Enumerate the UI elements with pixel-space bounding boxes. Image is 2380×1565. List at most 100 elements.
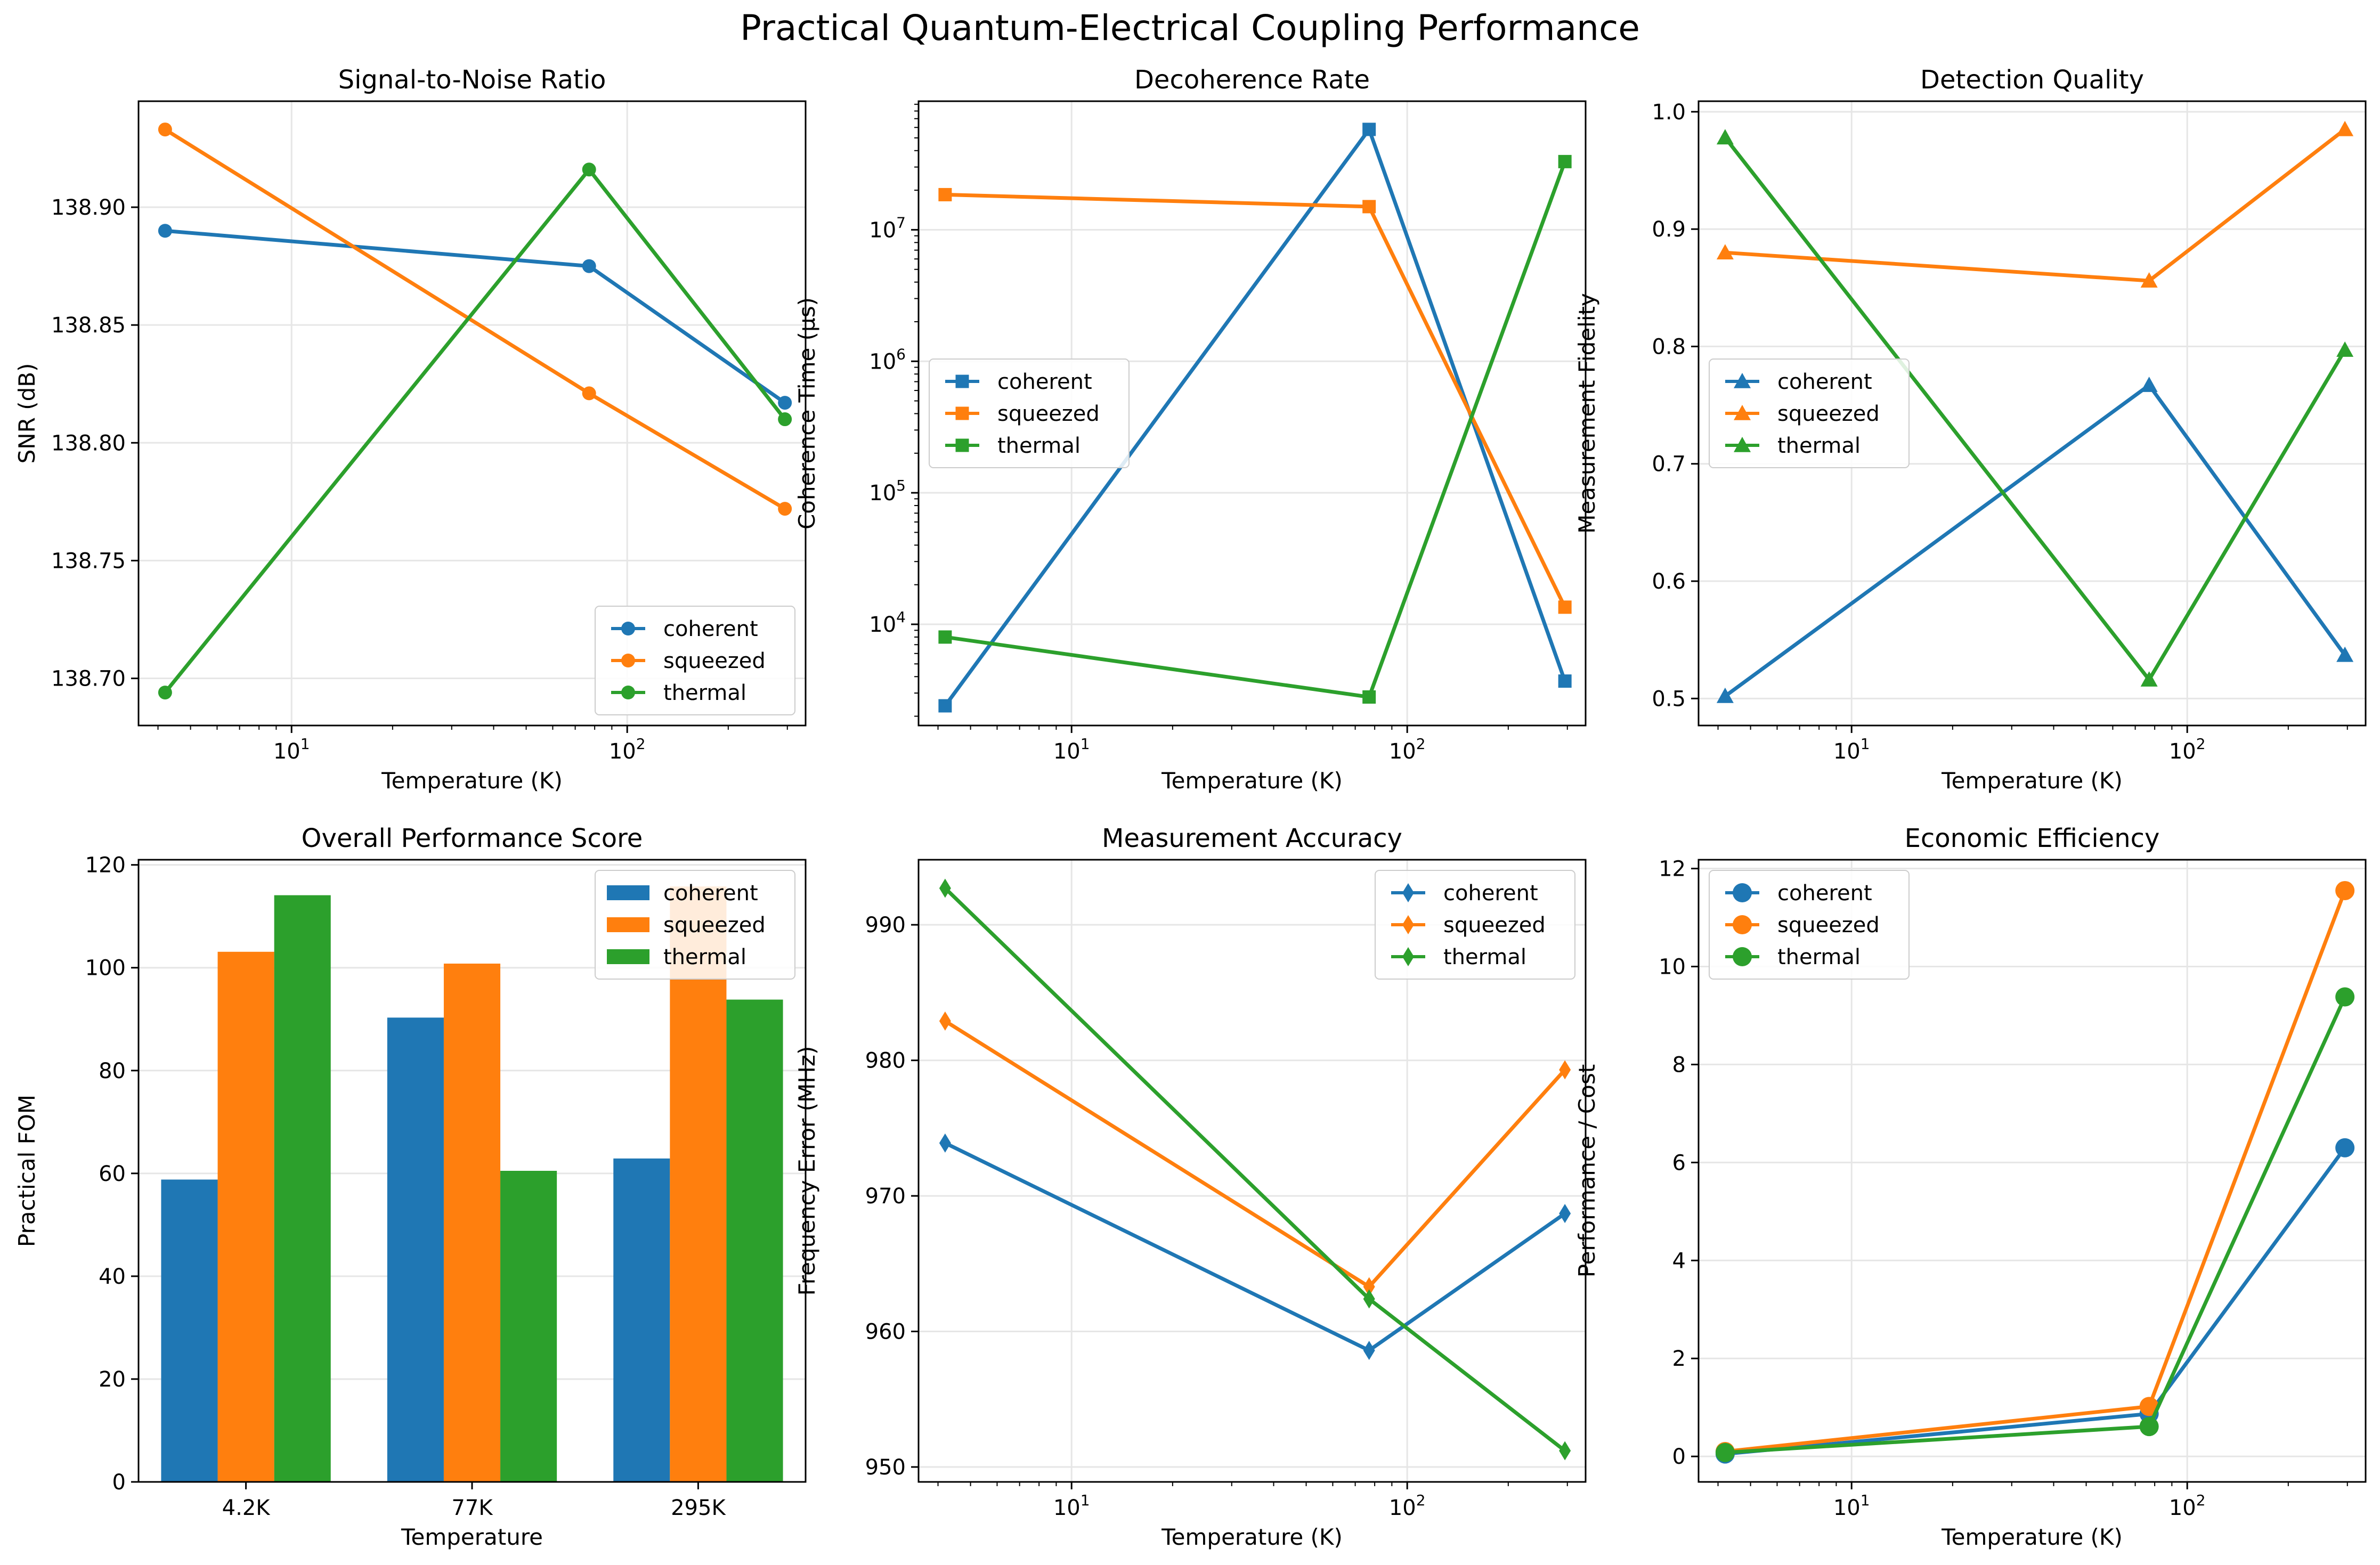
data-point-squeezed (158, 123, 172, 137)
legend-label: coherent (997, 370, 1092, 394)
legend-label: squeezed (663, 913, 766, 938)
data-point-squeezed (2140, 272, 2158, 288)
legend-label: thermal (1443, 945, 1526, 969)
legend-item-squeezed: squeezed (607, 913, 766, 938)
legend-item-coherent: coherent (607, 881, 758, 906)
data-point-squeezed (582, 386, 596, 401)
legend-marker (1734, 373, 1751, 388)
y-tick-label: 0.9 (1652, 217, 1686, 242)
data-point-coherent (1362, 123, 1376, 136)
y-axis-label: Frequency Error (MHz) (794, 1046, 820, 1296)
x-tick-label: 4.2K (222, 1496, 271, 1520)
legend-swatch (607, 949, 649, 964)
data-point-thermal (778, 412, 792, 427)
legend-box (595, 606, 795, 715)
legend-item-thermal: thermal (611, 681, 746, 705)
legend-marker (1733, 947, 1752, 966)
legend-item-thermal: thermal (1725, 945, 1861, 969)
series-squeezed (938, 188, 1572, 614)
chart-title: Decoherence Rate (1134, 65, 1370, 95)
legend: coherent squeezed thermal (1709, 870, 1910, 980)
chart-3: 0.5 0.6 0.7 0.8 0.9 1.0 101 102 Temperature (K) M… (1574, 65, 2367, 794)
x-tick-label: 101 (1833, 735, 1870, 764)
legend-marker (1402, 947, 1414, 966)
series-thermal (158, 162, 792, 700)
bar-coherent (613, 1158, 670, 1482)
y-tick-label: 10 (1659, 955, 1686, 979)
y-tick-label: 980 (865, 1049, 906, 1073)
series-line-coherent (1725, 1146, 2346, 1456)
y-tick-label: 100 (85, 956, 126, 981)
y-tick-label: 104 (869, 608, 906, 637)
series-thermal (938, 154, 1572, 704)
legend-label: coherent (663, 617, 758, 641)
data-point-thermal (2335, 987, 2355, 1007)
data-point-thermal (939, 878, 951, 898)
x-axis-label: Temperature (K) (381, 768, 563, 794)
series-coherent (1716, 377, 2354, 703)
legend: coherent squeezed thermal (595, 606, 795, 715)
legend-item-coherent: coherent (1725, 881, 1872, 906)
y-axis-label: Performance / Cost (1574, 1064, 1600, 1277)
plot-frame (917, 100, 1587, 727)
series-coherent (939, 1133, 1571, 1360)
data-point-thermal (2336, 341, 2354, 357)
data-point-thermal (1559, 1441, 1571, 1461)
legend-item-coherent: coherent (1725, 370, 1872, 394)
legend-item-thermal: thermal (945, 434, 1081, 458)
chart-title: Economic Efficiency (1905, 824, 2160, 853)
y-tick-label: 138.75 (51, 549, 126, 573)
data-point-thermal (2140, 671, 2158, 687)
legend-label: coherent (1777, 881, 1872, 906)
y-tick-label: 138.85 (51, 313, 126, 338)
legend-marker (621, 654, 635, 667)
data-point-coherent (1558, 674, 1572, 688)
y-tick-label: 4 (1672, 1249, 1686, 1273)
data-point-coherent (1363, 1341, 1375, 1360)
y-tick-label: 970 (865, 1184, 906, 1209)
x-tick-label: 295K (671, 1496, 726, 1520)
y-tick-label: 960 (865, 1320, 906, 1344)
legend: coherent squeezed thermal (1709, 358, 1910, 468)
chart-title: Overall Performance Score (302, 824, 643, 853)
y-tick-label: 107 (869, 214, 906, 242)
legend-box (1375, 870, 1575, 980)
y-axis-label: SNR (dB) (14, 363, 40, 464)
legend-box (1709, 870, 1910, 980)
data-point-coherent (1716, 687, 1734, 703)
y-tick-label: 1.0 (1652, 100, 1686, 125)
y-tick-label: 8 (1672, 1053, 1686, 1077)
data-point-squeezed (2335, 881, 2355, 900)
data-point-coherent (2336, 646, 2354, 662)
chart-1: 138.70 138.75 138.80 138.85 138.90 101 102 Temp… (14, 65, 807, 794)
data-point-squeezed (1558, 600, 1572, 614)
bar-squeezed (443, 963, 501, 1482)
x-tick-label: 102 (609, 735, 646, 764)
x-axis-label: Temperature (K) (1161, 768, 1343, 794)
series-squeezed (1716, 120, 2354, 288)
series-line-coherent (165, 229, 786, 404)
data-point-coherent (2335, 1138, 2355, 1158)
bar-thermal (274, 895, 331, 1482)
bar-thermal (500, 1171, 557, 1482)
y-tick-label: 6 (1672, 1151, 1686, 1175)
x-tick-label: 101 (1053, 735, 1090, 764)
legend-item-squeezed: squeezed (1391, 913, 1546, 938)
data-point-coherent (582, 259, 596, 273)
plot-frame (917, 859, 1587, 1483)
legend-label: thermal (663, 945, 746, 969)
series-squeezed (217, 886, 727, 1482)
chart-title: Detection Quality (1920, 65, 2144, 95)
data-point-coherent (2140, 377, 2158, 392)
data-point-squeezed (1363, 1277, 1375, 1297)
legend-item-squeezed: squeezed (945, 402, 1100, 426)
legend-marker (1734, 405, 1751, 420)
legend-label: squeezed (663, 649, 766, 673)
data-point-thermal (1715, 1442, 1735, 1462)
y-axis-label: Coherence Time (μs) (794, 297, 820, 529)
legend-marker (621, 686, 635, 699)
plot-frame (1697, 859, 2367, 1483)
chart-6: 0 2 4 6 8 10 12 101 102 Temperature (K) Performanc… (1574, 824, 2367, 1550)
x-tick-label: 101 (1833, 1491, 1870, 1520)
series-coherent (938, 123, 1572, 713)
